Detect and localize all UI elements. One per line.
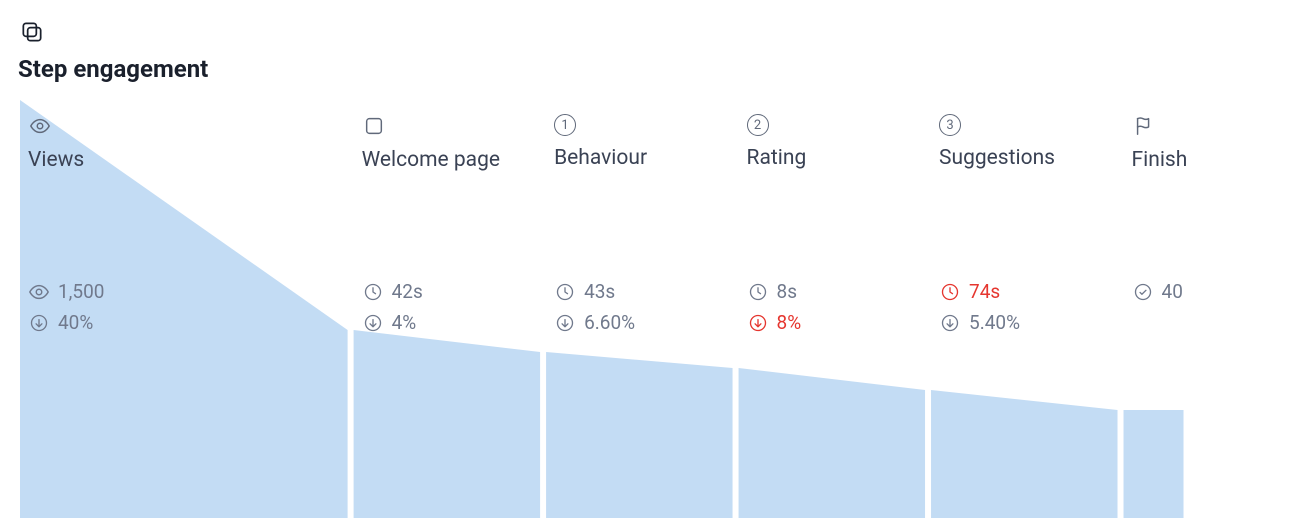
metric-value: 8s bbox=[777, 280, 797, 303]
metric-value: 6.60% bbox=[584, 311, 635, 334]
arrow-down-icon bbox=[362, 312, 384, 334]
copy-icon bbox=[18, 18, 46, 46]
metric-behaviour-arrow-down: 6.60% bbox=[554, 311, 635, 334]
metric-value: 40% bbox=[58, 311, 93, 334]
metric-value: 1,500 bbox=[58, 280, 104, 303]
clock-icon bbox=[747, 281, 769, 303]
metric-block-welcome: 42s4% bbox=[362, 280, 423, 334]
metric-rating-clock: 8s bbox=[747, 280, 802, 303]
check-icon bbox=[1132, 281, 1154, 303]
metric-views-eye: 1,500 bbox=[28, 280, 104, 303]
metric-value: 43s bbox=[584, 280, 615, 303]
metric-behaviour-clock: 43s bbox=[554, 280, 635, 303]
clock-icon bbox=[939, 281, 961, 303]
arrow-down-icon bbox=[28, 312, 50, 334]
metric-block-behaviour: 43s 6.60% bbox=[554, 280, 635, 334]
metric-views-arrow-down: 40% bbox=[28, 311, 104, 334]
metric-finish-check: 40 bbox=[1132, 280, 1183, 303]
arrow-down-icon bbox=[554, 312, 576, 334]
clock-icon bbox=[554, 281, 576, 303]
clock-icon bbox=[362, 281, 384, 303]
metric-value: 74s bbox=[969, 280, 1000, 303]
metric-block-views: 1,500 40% bbox=[28, 280, 104, 334]
metric-welcome-arrow-down: 4% bbox=[362, 311, 423, 334]
eye-icon bbox=[28, 281, 50, 303]
metric-rating-arrow-down: 8% bbox=[747, 311, 802, 334]
metric-block-finish: 40 bbox=[1132, 280, 1183, 303]
metric-value: 40 bbox=[1162, 280, 1183, 303]
page-title: Step engagement bbox=[18, 55, 1282, 83]
metric-welcome-clock: 42s bbox=[362, 280, 423, 303]
arrow-down-icon bbox=[939, 312, 961, 334]
metric-block-rating: 8s8% bbox=[747, 280, 802, 334]
metric-value: 5.40% bbox=[969, 311, 1020, 334]
metric-block-suggestions: 74s 5.40% bbox=[939, 280, 1020, 334]
metric-suggestions-clock: 74s bbox=[939, 280, 1020, 303]
metric-value: 8% bbox=[777, 311, 802, 334]
metric-suggestions-arrow-down: 5.40% bbox=[939, 311, 1020, 334]
metric-value: 4% bbox=[392, 311, 417, 334]
metric-value: 42s bbox=[392, 280, 423, 303]
arrow-down-icon bbox=[747, 312, 769, 334]
funnel-metrics: 1,50040%42s4%43s6.60%8s8%74s5.40%40 bbox=[20, 100, 1280, 518]
funnel-chart: ViewsWelcome page1Behaviour2Rating3Sugge… bbox=[20, 100, 1280, 518]
